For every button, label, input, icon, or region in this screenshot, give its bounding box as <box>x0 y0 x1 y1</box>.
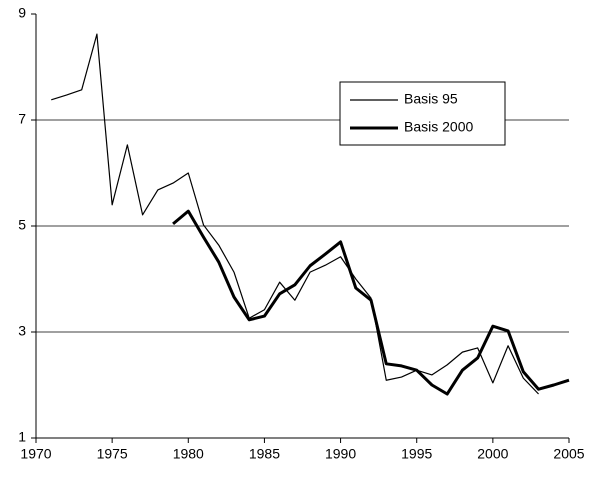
x-tick-label: 1975 <box>97 446 128 462</box>
y-tick-label: 3 <box>18 323 26 339</box>
line <box>51 33 539 395</box>
y-tick-label: 7 <box>18 111 26 127</box>
x-tick-label: 2005 <box>553 446 584 462</box>
legend-box <box>339 81 506 146</box>
y-tick-label: 9 <box>18 5 26 21</box>
x-tick-label: 1995 <box>401 446 432 462</box>
x-tick-label: 1980 <box>173 446 204 462</box>
x-tick-label: 1970 <box>20 446 51 462</box>
x-tick-label: 2000 <box>477 446 508 462</box>
x-tick-label: 1990 <box>325 446 356 462</box>
x-tick-label: 1985 <box>249 446 280 462</box>
legend-label: Basis 95 <box>404 91 458 107</box>
y-tick-label: 5 <box>18 217 26 233</box>
legend-label: Basis 2000 <box>404 119 473 135</box>
y-tick-label: 1 <box>18 429 26 445</box>
line <box>172 209 570 396</box>
